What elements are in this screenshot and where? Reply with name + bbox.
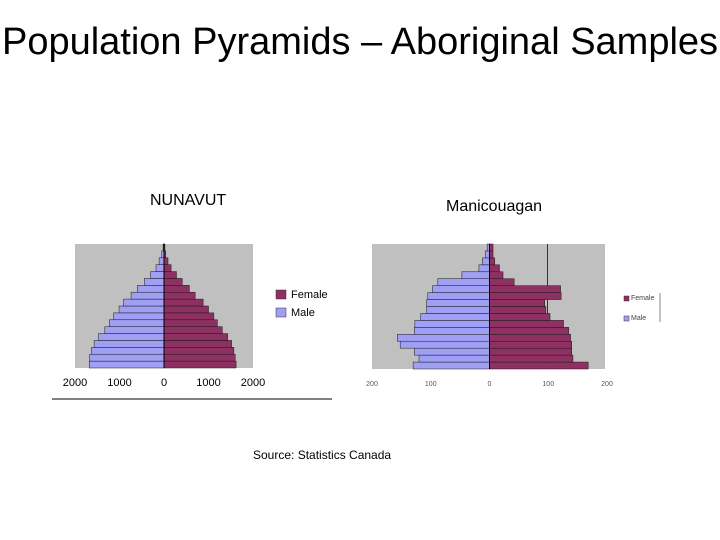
male-bar	[412, 361, 490, 370]
x-tick-label: 200	[601, 381, 613, 388]
female-bar	[489, 292, 562, 300]
male-bar	[427, 292, 490, 300]
male-bar	[399, 340, 490, 349]
slide-title: Population Pyramids – Aboriginal Samples	[1, 21, 719, 63]
female-bar	[163, 326, 223, 334]
male-bar	[461, 271, 490, 279]
male-bar	[130, 291, 165, 300]
legend-swatch	[623, 295, 630, 302]
female-bar	[163, 353, 236, 362]
female-bar	[489, 257, 496, 266]
female-bar	[489, 243, 494, 252]
male-bar	[113, 312, 165, 321]
female-bar	[489, 264, 500, 273]
x-tick-label: 1000	[196, 377, 220, 389]
male-bar	[478, 264, 490, 273]
female-bar	[163, 285, 190, 293]
x-tick-label: 0	[161, 377, 167, 389]
legend-swatch	[623, 315, 630, 322]
female-bar	[489, 320, 564, 328]
female-bar	[489, 250, 494, 259]
female-bar	[489, 354, 574, 363]
female-bar	[163, 257, 169, 265]
female-bar	[489, 285, 561, 293]
source-note: Source: Statistics Canada	[253, 448, 392, 462]
male-bar	[426, 306, 490, 314]
legend-swatch	[275, 307, 287, 318]
x-tick-label: 100	[425, 381, 437, 388]
male-bar	[437, 278, 490, 286]
x-tick-label: 200	[366, 381, 378, 388]
female-bar	[163, 340, 232, 348]
female-bar	[163, 319, 218, 327]
female-bar	[489, 361, 589, 370]
male-bar	[109, 319, 165, 327]
female-bar	[163, 312, 215, 321]
male-bar	[93, 340, 165, 348]
legend-swatch	[275, 289, 287, 300]
male-bar	[414, 320, 490, 328]
x-tick-label: 2000	[241, 377, 265, 389]
nunavut-pyramid-chart: 2000 1000 0 1000 2000 Female Male	[63, 243, 328, 389]
female-bar	[489, 340, 572, 349]
male-bar	[88, 360, 165, 369]
male-bar	[397, 334, 490, 342]
male-bar	[98, 333, 165, 341]
female-bar	[163, 333, 228, 341]
male-bar	[158, 257, 165, 265]
male-bar	[482, 257, 490, 266]
female-bar	[163, 305, 209, 314]
male-bar	[123, 298, 165, 307]
female-bar	[163, 347, 235, 355]
manicouagan-pyramid-chart: 200 100 0 100 200 Female Male	[366, 243, 661, 388]
legend-label: Male	[631, 315, 646, 322]
female-bar	[163, 264, 172, 272]
x-tick-label: 100	[542, 381, 554, 388]
male-bar	[414, 327, 490, 335]
legend-label: Male	[291, 307, 315, 319]
female-bar	[489, 334, 571, 342]
female-bar	[163, 278, 183, 286]
female-bar	[489, 306, 547, 314]
female-bar	[163, 291, 196, 300]
male-bar	[420, 313, 490, 321]
female-bar	[489, 271, 504, 279]
nunavut-chart-title: NUNAVUT	[150, 192, 227, 209]
female-bar	[163, 271, 177, 279]
female-bar	[163, 360, 237, 369]
male-bar	[155, 264, 165, 272]
male-bar	[414, 347, 490, 356]
male-bar	[485, 250, 490, 259]
legend-label: Female	[631, 295, 654, 302]
male-bar	[137, 285, 165, 293]
male-bar	[144, 278, 165, 286]
female-bar	[489, 327, 570, 335]
female-bar	[163, 298, 204, 307]
male-bar	[118, 305, 165, 314]
male-bar	[426, 299, 490, 307]
male-bar	[432, 285, 490, 293]
female-bar	[489, 347, 572, 356]
female-bar	[489, 278, 515, 286]
x-tick-label: 2000	[63, 377, 87, 389]
female-bar	[489, 299, 545, 307]
legend-label: Female	[291, 289, 328, 301]
male-bar	[150, 271, 165, 279]
female-bar	[489, 313, 551, 321]
x-tick-label: 1000	[107, 377, 131, 389]
male-bar	[104, 326, 165, 334]
manicouagan-chart-title: Manicouagan	[446, 198, 543, 215]
x-tick-label: 0	[488, 381, 492, 388]
male-bar	[91, 347, 165, 355]
male-bar	[418, 354, 490, 363]
male-bar	[89, 353, 165, 362]
